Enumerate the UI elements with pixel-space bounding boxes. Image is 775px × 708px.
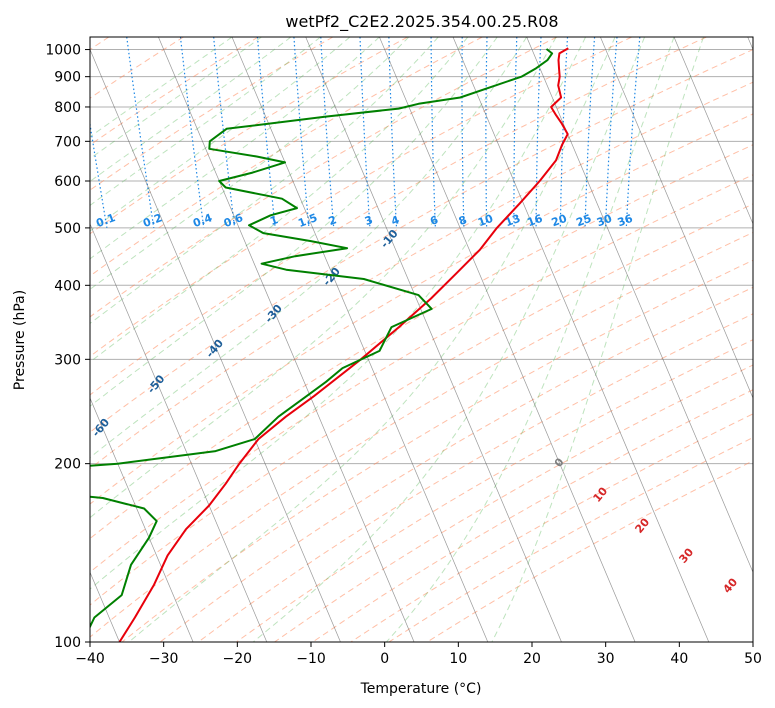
isotherm-line [90,48,341,642]
x-tick-label: 20 [523,651,541,667]
isotherms [90,37,753,642]
x-tick-label: −20 [223,651,253,667]
mixing-ratio-label: 4 [390,213,402,228]
reference-line-labels: 0.10.20.40.611.52346810131620253036-100-… [33,211,740,596]
y-tick-label: 800 [54,100,81,116]
mixing-ratio-line [293,37,310,228]
mixing-ratio-line [179,37,205,228]
dry-adiabat-line [90,37,707,396]
x-tick-label: 10 [449,651,467,667]
mixing-ratio-label: 0.1 [94,211,117,230]
y-tick-label: 400 [54,278,81,294]
dry-adiabat-line [90,37,558,318]
moist-adiabat-line [90,37,321,206]
mixing-ratio-line [90,120,108,228]
isotherm-line [158,37,415,642]
y-tick-label: 600 [54,174,81,190]
mixing-ratio-label: 0.2 [141,211,164,230]
y-tick-label: 700 [54,134,81,150]
mixing-ratio-line [256,37,276,228]
mixing-ratio-label: 30 [595,212,614,230]
mixing-ratio-label: 2 [327,213,339,228]
mixing-ratio-label: 36 [616,212,635,230]
moist-adiabat-line [252,37,646,642]
y-tick-label: 500 [54,221,81,237]
mixing-ratio-label: 0.6 [222,211,245,230]
dry-adiabat-line [198,313,753,642]
dewpoint-profile-line [90,48,554,629]
y-tick-label: 300 [54,352,81,368]
isotherm-line [90,397,194,642]
isotherm-line [526,37,753,574]
isotherm-line [231,37,489,642]
dry-adiabat-line [90,203,753,606]
x-tick-label: 30 [597,651,615,667]
isotherm-line [379,37,636,642]
isotherm-line [600,37,753,399]
mixing-ratio-label: 16 [525,212,544,230]
moist-adiabats [90,37,704,642]
moist-adiabat-line [90,37,233,138]
temperature-profile-line [118,47,569,642]
dry-adiabat-line [90,37,483,277]
sounding-profiles [90,47,569,642]
mixing-ratio-label: 20 [550,212,569,230]
axis-ticks: −40 −30 −20 −10 0 10 20 30 40 5010020030040050060… [45,43,762,667]
mixing-ratio-label: 6 [428,213,440,228]
dry-adiabat-line [90,49,753,433]
mixing-ratio-label: 25 [574,212,593,229]
x-tick-label: −40 [75,651,105,667]
y-tick-label: 200 [54,457,81,473]
y-axis-title: Pressure (hPa) [12,290,28,390]
mixing-ratio-label: 0.4 [191,211,214,230]
moist-adiabat-label: -70 [33,456,56,480]
mixing-ratio-label: 10 [476,212,495,230]
dry-adiabat-line [90,81,753,470]
dry-adiabat-line [90,37,632,358]
y-tick-label: 100 [54,635,81,651]
pressure-gridlines [90,49,753,642]
moist-adiabat-line [491,37,704,642]
mixing-ratio-label: 8 [457,213,469,228]
plot-frame [89,36,754,643]
mixing-ratio-label: 1 [268,213,280,228]
dry-adiabat-line [121,259,753,642]
dry-adiabat-line [236,339,753,642]
mixing-ratio-label: 3 [363,213,375,228]
dry-adiabat-line [90,37,259,146]
moist-adiabat-line [90,37,439,325]
moist-adiabat-line [386,37,675,642]
x-tick-label: −10 [296,651,326,667]
x-tick-label: 40 [670,651,688,667]
moist-adiabat-line [90,37,498,407]
dry-adiabat-line [90,231,753,638]
isotherm-line [90,222,268,642]
moist-adiabat-line [90,37,262,160]
y-tick-label: 1000 [45,43,81,59]
dry-adiabat-line [90,144,753,540]
isotherm-line [673,37,753,225]
x-axis-title: Temperature (°C) [360,681,482,697]
x-tick-label: −30 [149,651,179,667]
x-tick-label: 50 [744,651,762,667]
y-tick-label: 900 [54,70,81,86]
isotherm-line [305,37,562,642]
chart-title: wetPf2_C2E2.2025.354.00.25.R08 [285,12,558,32]
moist-adiabat-line [90,37,380,260]
mixing-ratio-label: 1.5 [296,211,319,230]
isotherm-line [452,37,710,642]
dry-adiabat-line [90,37,334,191]
moist-adiabat-line [90,37,528,459]
mixing-ratio-line [625,37,641,228]
moist-adiabat-line [90,37,292,183]
plot-background [90,37,753,642]
x-tick-label: 0 [380,651,389,667]
moist-adiabat-line [90,37,557,519]
dry-adiabat-line [90,174,753,573]
moist-adiabat-line [128,37,616,642]
moist-adiabat-line [90,37,469,363]
mixing-ratio-line [213,37,236,228]
dry-adiabat-line [90,113,753,505]
